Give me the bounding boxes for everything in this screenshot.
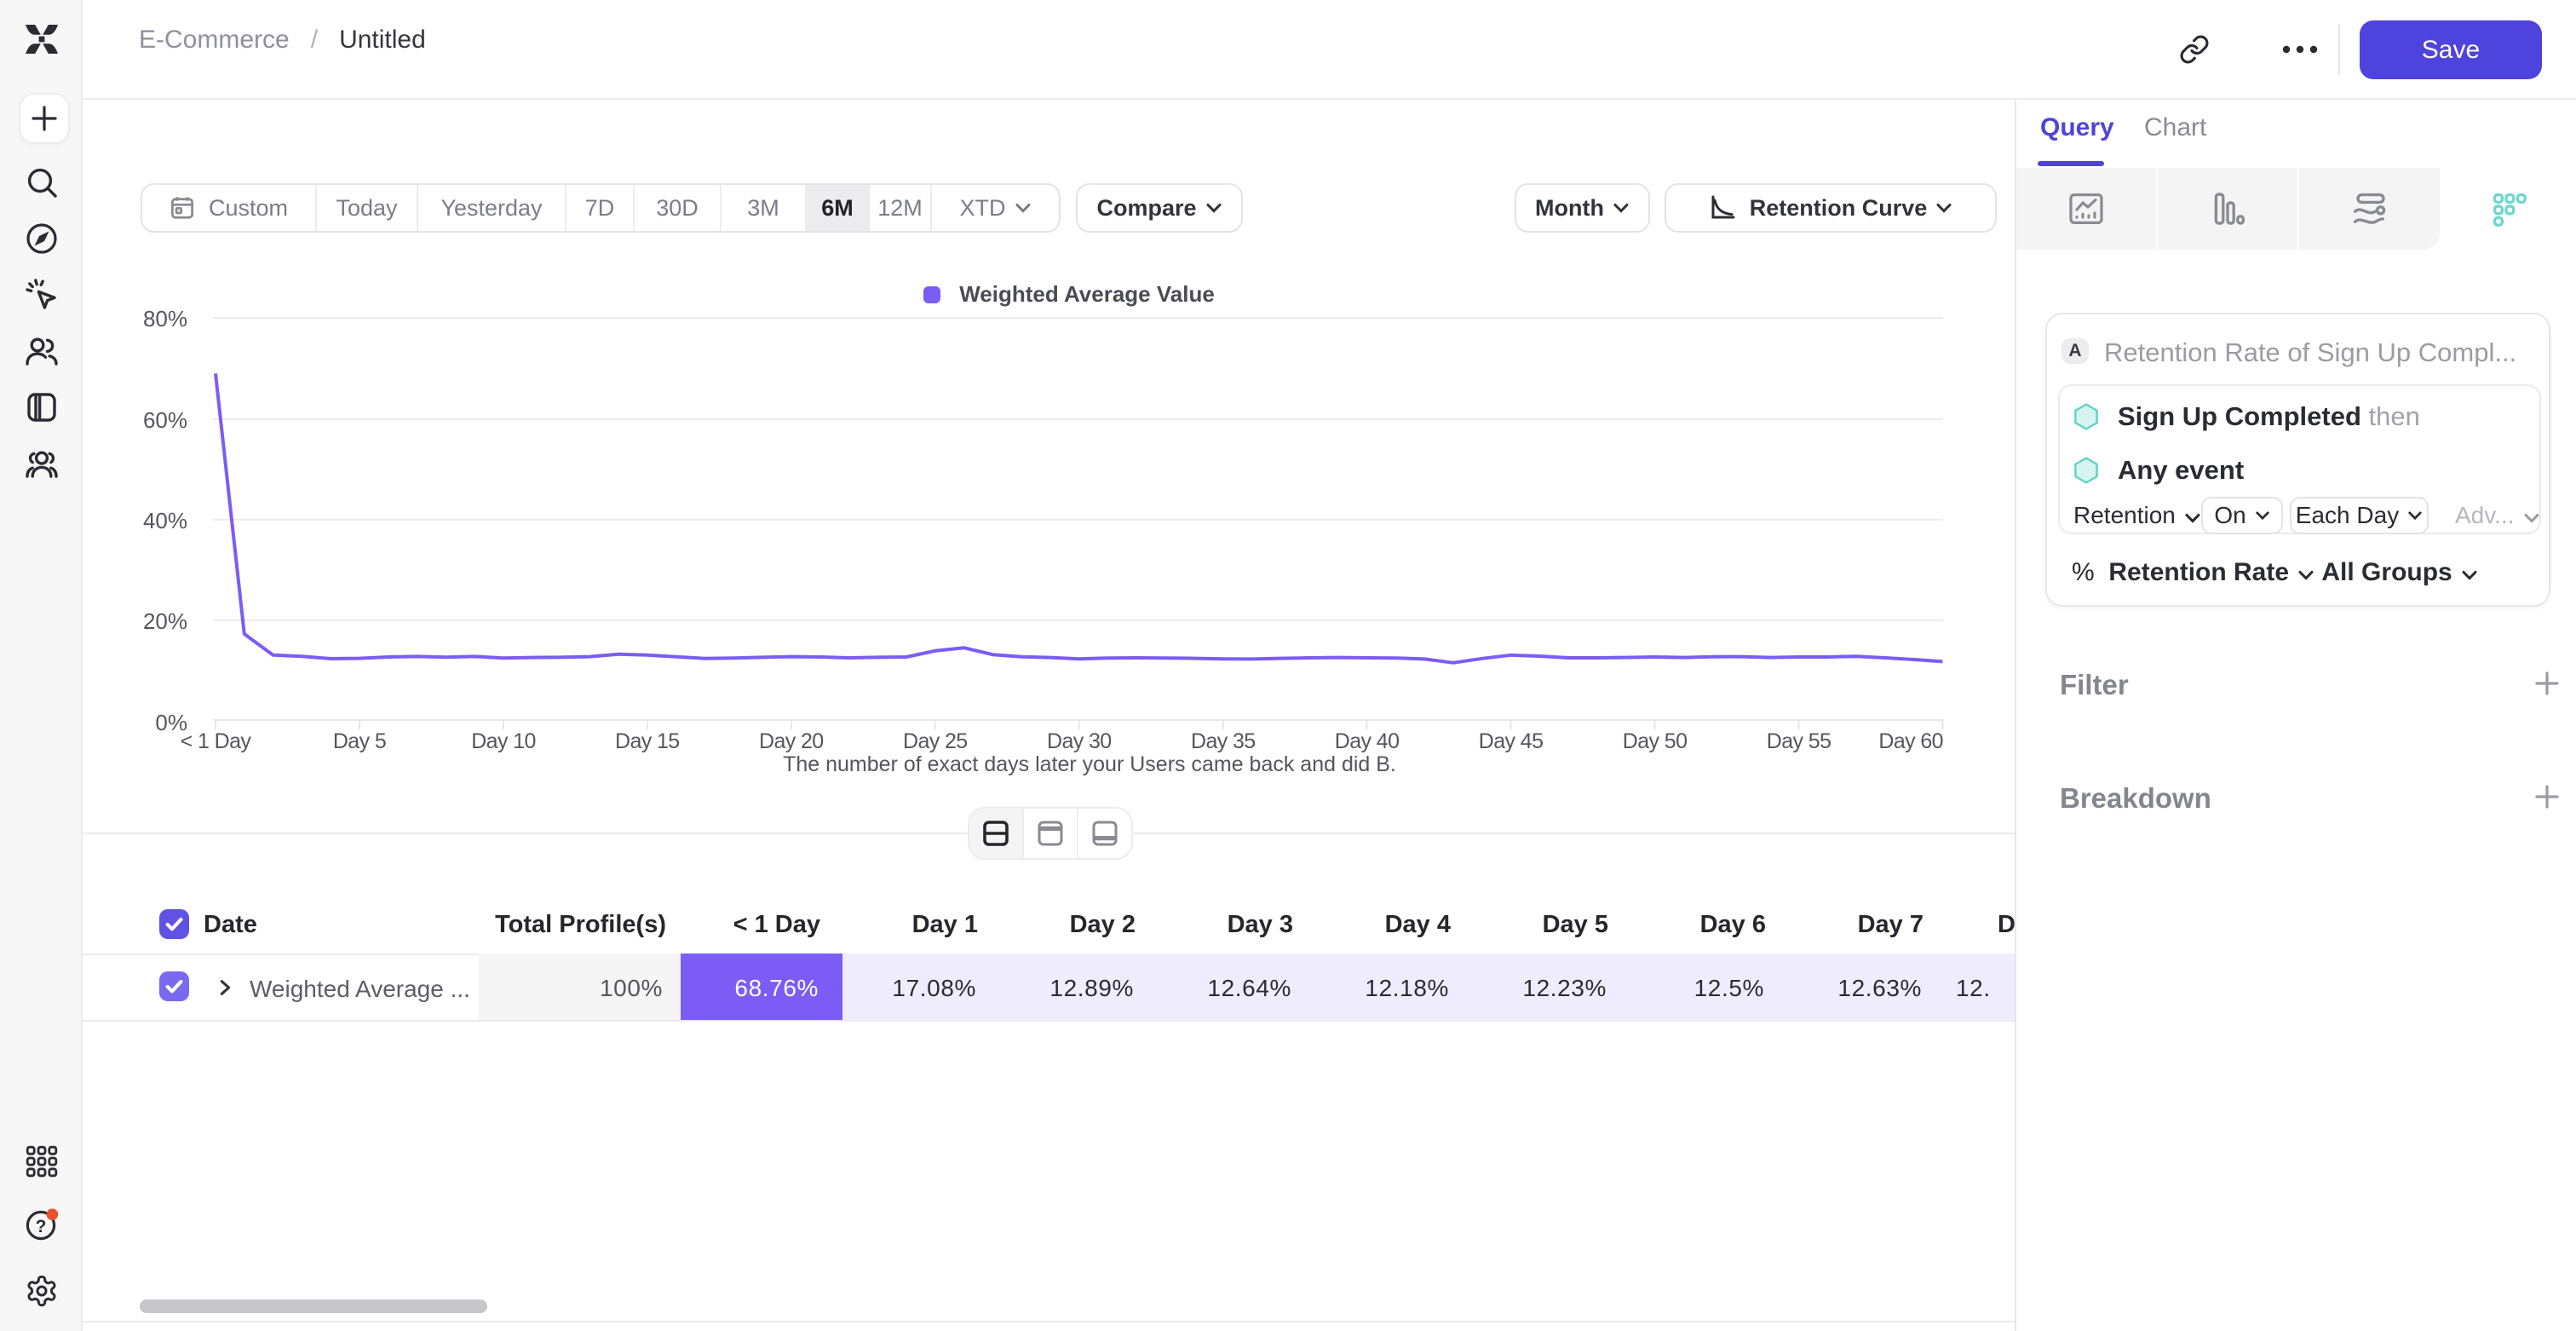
svg-text:?: ? (36, 1217, 47, 1236)
